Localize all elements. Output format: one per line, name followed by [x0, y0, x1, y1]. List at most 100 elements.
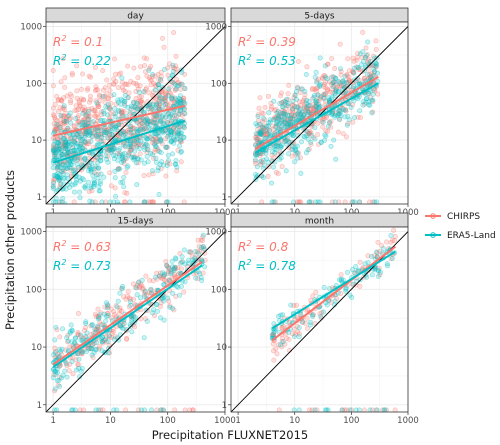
scatter-point: [87, 99, 93, 105]
scatter-point: [135, 155, 141, 161]
scatter-point: [55, 148, 61, 154]
scatter-point: [151, 155, 157, 161]
scatter-point: [140, 116, 146, 122]
scatter-point: [323, 113, 329, 119]
scatter-point: [288, 146, 294, 152]
scatter-point: [160, 114, 166, 120]
scatter-point: [331, 74, 337, 80]
scatter-point: [114, 199, 120, 204]
scatter-point: [101, 111, 107, 117]
scatter-point: [122, 101, 128, 107]
scatter-point: [176, 127, 182, 133]
scatter-point: [328, 81, 334, 87]
scatter-point: [267, 133, 273, 139]
scatter-point: [291, 199, 296, 204]
scatter-point: [68, 168, 74, 174]
scatter-point: [286, 117, 292, 123]
scatter-point: [318, 94, 324, 100]
scatter-point: [181, 95, 187, 101]
scatter-point: [169, 95, 175, 101]
scatter-point: [115, 166, 121, 172]
scatter-point: [295, 104, 301, 110]
scatter-point: [296, 199, 302, 204]
scatter-point: [290, 108, 296, 114]
scatter-point: [131, 138, 137, 144]
scatter-point: [151, 116, 157, 122]
scatter-point: [290, 133, 296, 139]
scatter-point: [289, 147, 295, 153]
scatter-point: [108, 123, 114, 129]
scatter-point: [130, 104, 136, 110]
scatter-point: [354, 81, 360, 87]
scatter-point: [292, 113, 298, 119]
scatter-point: [97, 98, 103, 104]
scatter-point: [351, 84, 357, 90]
scatter-point: [62, 84, 68, 90]
scatter-point: [111, 111, 117, 117]
scatter-point: [370, 199, 376, 204]
scatter-point: [314, 79, 320, 85]
scatter-point: [91, 170, 97, 176]
scatter-point: [344, 122, 350, 128]
scatter-point: [370, 99, 376, 105]
scatter-point: [276, 126, 282, 132]
scatter-point: [84, 131, 90, 137]
scatter-point: [314, 85, 320, 91]
scatter-point: [320, 119, 326, 125]
scatter-point: [283, 106, 289, 112]
scatter-point: [89, 322, 95, 328]
scatter-point: [148, 105, 154, 111]
scatter-point: [87, 163, 93, 169]
scatter-point: [388, 233, 394, 239]
scatter-point: [63, 186, 69, 192]
scatter-point: [318, 313, 324, 319]
scatter-point: [127, 147, 133, 153]
scatter-point: [131, 154, 137, 160]
scatter-point: [67, 116, 73, 122]
scatter-point: [345, 74, 351, 80]
scatter-point: [368, 95, 374, 101]
scatter-point: [311, 106, 317, 112]
scatter-point: [131, 157, 137, 163]
scatter-point: [147, 102, 153, 108]
scatter-point: [158, 407, 164, 412]
scatter-point: [174, 136, 180, 142]
scatter-point: [67, 329, 73, 335]
scatter-point: [60, 166, 66, 172]
scatter-point: [52, 156, 58, 162]
scatter-point: [305, 136, 311, 142]
scatter-point: [322, 73, 328, 79]
scatter-point: [267, 128, 273, 134]
scatter-point: [50, 105, 56, 111]
scatter-point: [306, 146, 312, 152]
scatter-point: [257, 131, 263, 137]
scatter-point: [123, 407, 129, 412]
scatter-point: [60, 56, 66, 62]
scatter-point: [175, 133, 181, 139]
scatter-point: [304, 129, 310, 135]
scatter-point: [109, 132, 115, 138]
scatter-point: [101, 127, 107, 133]
scatter-point: [294, 199, 300, 204]
scatter-point: [141, 89, 147, 95]
scatter-point: [149, 119, 155, 125]
scatter-point: [119, 159, 125, 165]
fit-line-era5-land: [52, 119, 186, 164]
scatter-point: [97, 149, 103, 155]
scatter-point: [170, 79, 176, 85]
scatter-point: [50, 68, 56, 74]
scatter-point: [293, 108, 299, 114]
scatter-point: [337, 83, 343, 89]
scatter-point: [75, 148, 81, 154]
scatter-point: [107, 82, 113, 88]
scatter-point: [372, 63, 378, 69]
scatter-point: [392, 238, 398, 244]
scatter-point: [178, 130, 184, 136]
scatter-point: [173, 161, 179, 167]
scatter-point: [118, 122, 124, 128]
scatter-point: [53, 126, 59, 132]
scatter-point: [310, 105, 316, 111]
scatter-point: [71, 140, 77, 146]
scatter-point: [314, 88, 320, 94]
